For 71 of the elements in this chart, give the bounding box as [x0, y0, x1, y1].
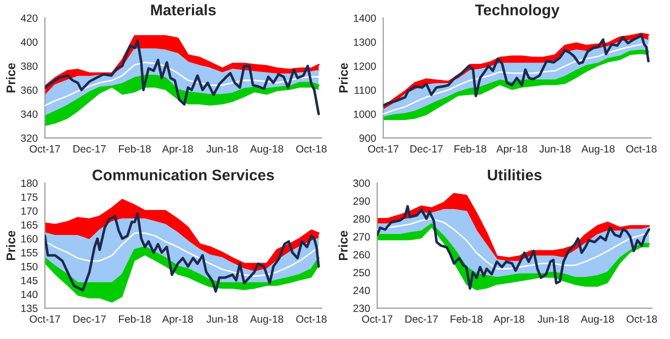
- x-tick-label: Jun-18: [538, 315, 569, 323]
- y-axis-title: Price: [6, 230, 16, 260]
- y-tick-label: 1200: [354, 62, 376, 70]
- chart-title: Technology: [475, 4, 560, 18]
- y-tick-label: 1400: [354, 14, 376, 22]
- y-tick-label: 170: [21, 207, 38, 215]
- x-tick-label: Apr-18: [162, 145, 193, 155]
- y-tick-label: 300: [353, 180, 370, 187]
- x-tick-label: Aug-18: [581, 145, 615, 155]
- y-tick-label: 240: [353, 286, 370, 294]
- y-tick-label: 155: [21, 249, 38, 256]
- y-tick-label: 230: [353, 304, 370, 312]
- y-tick-label: 320: [20, 134, 38, 142]
- line-series: [44, 212, 320, 293]
- line-series: [377, 205, 650, 290]
- y-tick-label: 160: [21, 235, 38, 243]
- y-tick-label: 280: [353, 215, 370, 223]
- chart-title: Utilities: [488, 169, 542, 180]
- x-tick-label: Oct-18: [626, 145, 657, 153]
- y-tick-label: 290: [353, 197, 370, 205]
- x-tick-label: Apr-18: [162, 315, 193, 325]
- chart-title: Materials: [151, 4, 216, 16]
- line-series: [377, 218, 650, 270]
- x-tick-label: Jun-18: [206, 145, 238, 153]
- y-tick-label: 400: [20, 38, 38, 46]
- x-tick-label: Feb-18: [119, 315, 151, 323]
- y-tick-label: 340: [20, 110, 38, 118]
- x-tick-label: Apr-18: [494, 315, 524, 325]
- x-tick-label: Oct-17: [368, 145, 398, 153]
- x-tick-label: Oct-17: [30, 145, 60, 153]
- x-tick-label: Dec-17: [73, 145, 106, 153]
- y-tick-label: 145: [21, 276, 38, 284]
- y-tick-label: 360: [20, 86, 38, 94]
- x-tick-label: Dec-17: [405, 315, 438, 323]
- x-tick-label: Feb-18: [450, 315, 482, 323]
- y-tick-label: 135: [21, 304, 38, 312]
- y-axis-title: Price: [338, 63, 348, 92]
- y-tick-label: 260: [353, 251, 370, 258]
- y-tick-label: 180: [21, 180, 38, 187]
- x-tick-label: Jun-18: [206, 315, 238, 323]
- x-tick-label: Feb-18: [119, 144, 151, 153]
- x-tick-label: Dec-17: [73, 315, 106, 323]
- x-tick-label: Oct-17: [30, 315, 60, 323]
- y-tick-label: 270: [353, 233, 370, 241]
- y-tick-label: 900: [359, 134, 376, 142]
- x-tick-label: Oct-18: [296, 145, 327, 153]
- y-tick-label: 420: [20, 14, 38, 22]
- y-tick-label: 140: [21, 290, 38, 298]
- y-axis-title: Price: [338, 230, 348, 260]
- y-tick-label: 165: [21, 221, 38, 229]
- x-tick-label: Oct-17: [362, 315, 392, 323]
- y-tick-label: 1300: [354, 38, 376, 46]
- line-series: [44, 62, 320, 106]
- chart-title: Communication Services: [92, 169, 274, 180]
- x-tick-label: Aug-18: [580, 315, 614, 325]
- y-tick-label: 1100: [354, 86, 376, 94]
- y-tick-label: 380: [20, 62, 38, 70]
- x-tick-label: Feb-18: [454, 144, 486, 153]
- x-tick-label: Oct-18: [296, 315, 327, 323]
- x-tick-label: Oct-18: [626, 315, 657, 323]
- y-tick-label: 150: [21, 262, 38, 270]
- x-tick-label: Aug-18: [250, 145, 284, 155]
- y-tick-label: 1000: [354, 110, 376, 118]
- x-tick-label: Dec-17: [410, 145, 443, 153]
- y-tick-label: 175: [21, 194, 38, 201]
- line-series: [44, 232, 320, 277]
- x-tick-label: Aug-18: [250, 315, 284, 325]
- y-tick-label: 250: [353, 268, 370, 276]
- x-tick-label: Jun-18: [539, 145, 571, 153]
- x-tick-label: Apr-18: [496, 145, 528, 155]
- y-axis-title: Price: [6, 63, 16, 92]
